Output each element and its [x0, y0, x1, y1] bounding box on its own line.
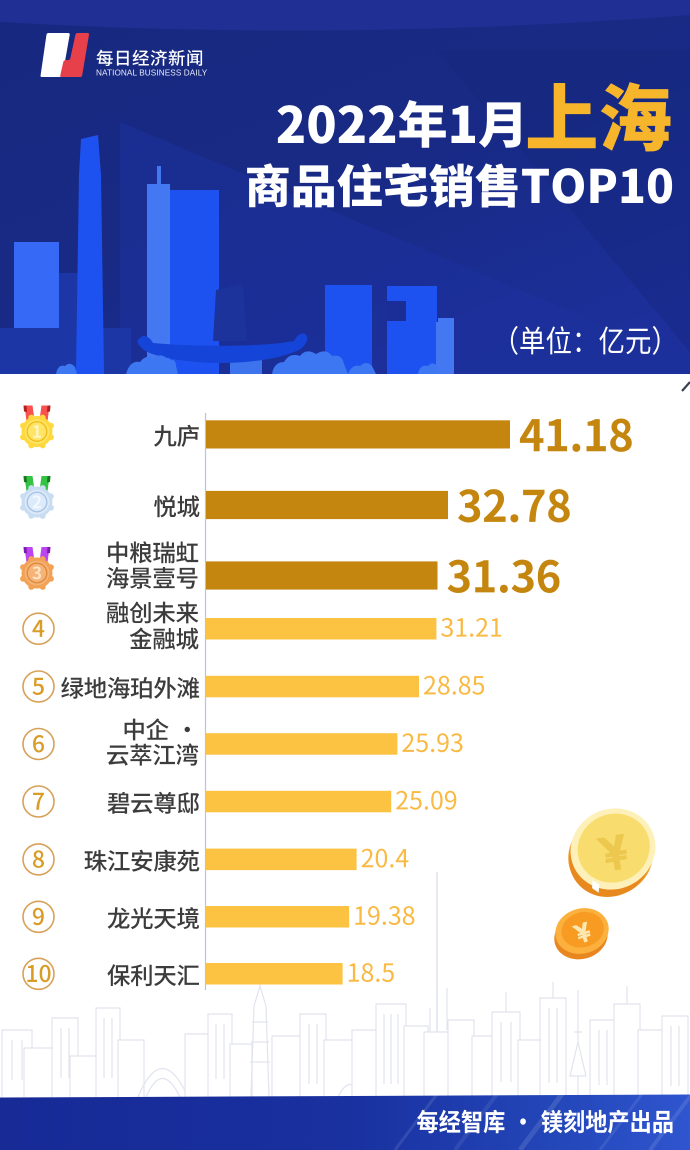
- svg-text:NATIONAL BUSINESS DAILY: NATIONAL BUSINESS DAILY: [96, 69, 208, 78]
